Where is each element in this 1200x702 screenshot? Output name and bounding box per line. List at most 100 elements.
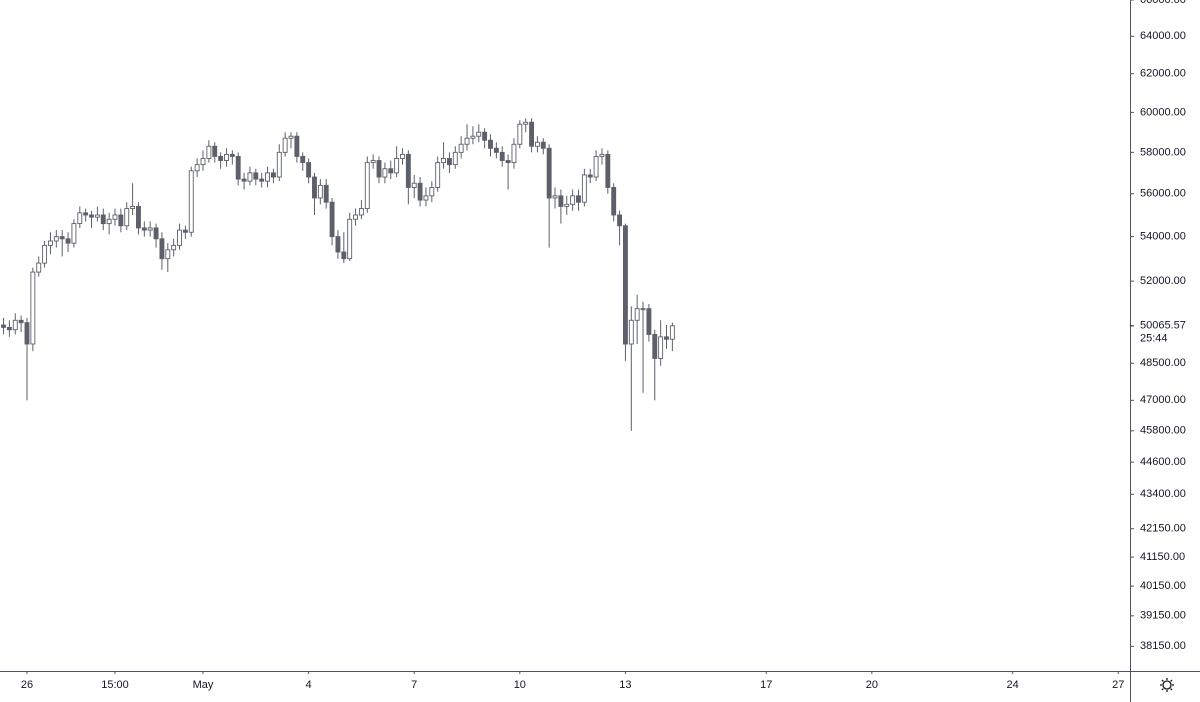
candle-body — [270, 172, 276, 178]
candle-body — [224, 153, 229, 161]
candle-body — [335, 236, 341, 253]
candle-body — [511, 143, 517, 164]
candle-body — [587, 174, 593, 178]
candle-body — [171, 244, 177, 251]
candle-body — [265, 172, 270, 182]
y-tick-label: 43400.00 — [1140, 488, 1186, 500]
x-tick-label: May — [193, 679, 214, 691]
candle-body — [229, 153, 235, 157]
y-tick-label: 40150.00 — [1140, 580, 1186, 592]
candle-body — [517, 123, 523, 145]
candle-body — [53, 236, 59, 242]
candle-body — [358, 208, 364, 216]
x-tick-label: 24 — [1007, 679, 1019, 691]
countdown-label: 25:44 — [1140, 333, 1168, 345]
candle-body — [206, 145, 212, 159]
candle-body — [83, 212, 89, 216]
y-tick-label: 56000.00 — [1140, 188, 1186, 200]
candle-body — [159, 238, 165, 260]
candle-body — [194, 164, 200, 172]
candle-body — [669, 325, 675, 340]
candle-body — [71, 223, 77, 244]
candle-body — [235, 155, 241, 180]
candle-body — [30, 271, 36, 345]
candle-body — [200, 158, 206, 166]
candle-body — [617, 214, 623, 227]
x-tick-label: 26 — [21, 679, 33, 691]
candle-body — [188, 170, 194, 233]
candle-body — [347, 218, 353, 260]
candle-body — [6, 326, 12, 331]
candle-body — [546, 147, 552, 199]
candle-body — [364, 162, 370, 210]
candle-body — [452, 151, 458, 166]
x-tick-label: 7 — [411, 679, 417, 691]
candle-body — [253, 172, 259, 180]
y-tick-label: 64000.00 — [1140, 30, 1186, 42]
last-price-box — [1131, 317, 1200, 346]
candle-body — [634, 308, 640, 321]
candle-body — [24, 322, 30, 345]
candle-body — [294, 135, 300, 157]
candle-body — [136, 205, 141, 229]
candle-body — [118, 214, 124, 227]
y-tick-label: 45800.00 — [1140, 425, 1186, 437]
candle-body — [499, 151, 505, 161]
y-tick-label: 66000.00 — [1140, 0, 1186, 6]
candle-body — [646, 308, 652, 335]
candle-body — [534, 141, 540, 147]
candle-body — [482, 131, 488, 141]
candle-body — [288, 135, 294, 139]
candle-body — [411, 182, 417, 188]
candle-body — [640, 308, 646, 311]
candle-body — [341, 251, 347, 260]
candle-body — [300, 155, 306, 164]
candle-body — [153, 227, 159, 240]
candle-body — [552, 195, 558, 199]
candle-body — [581, 174, 587, 203]
candle-body — [259, 178, 265, 182]
candle-body — [611, 186, 617, 216]
candle-body — [147, 227, 153, 231]
candle-body — [476, 131, 482, 137]
candle-body — [470, 135, 476, 139]
candle-body — [247, 172, 253, 182]
candle-body — [605, 153, 611, 188]
candle-body — [564, 203, 570, 207]
y-tick-label: 47000.00 — [1140, 394, 1186, 406]
settings-button[interactable] — [1160, 678, 1174, 692]
y-tick-label: 52000.00 — [1140, 275, 1186, 287]
candle-body — [435, 162, 441, 188]
candle-body — [576, 195, 581, 203]
candle-body — [106, 218, 112, 225]
x-tick-label: 15:00 — [101, 679, 129, 691]
candle-body — [405, 153, 411, 188]
candle-body — [423, 195, 429, 201]
x-tick-label: 27 — [1112, 679, 1124, 691]
candle-body — [1, 324, 6, 328]
candle-body — [329, 201, 335, 238]
candle-body — [540, 141, 546, 149]
y-tick-label: 54000.00 — [1140, 231, 1186, 243]
settings-icon — [1162, 680, 1172, 690]
candle-body — [65, 238, 71, 244]
candle-body — [89, 214, 94, 218]
candle-body — [94, 214, 100, 218]
candle-body — [59, 236, 65, 240]
candle-body — [317, 184, 323, 199]
candle-body — [212, 145, 218, 157]
candle-body — [388, 168, 394, 174]
x-tick-label: 4 — [306, 679, 312, 691]
candle-body — [441, 158, 446, 164]
candle-body — [42, 244, 48, 264]
y-tick-label: 60000.00 — [1140, 106, 1186, 118]
y-tick-label: 41150.00 — [1140, 551, 1185, 563]
candle-body — [658, 336, 664, 359]
candle-body — [353, 214, 358, 220]
candle-body — [77, 212, 83, 225]
candle-body — [488, 139, 493, 149]
x-tick-label: 17 — [760, 679, 772, 691]
